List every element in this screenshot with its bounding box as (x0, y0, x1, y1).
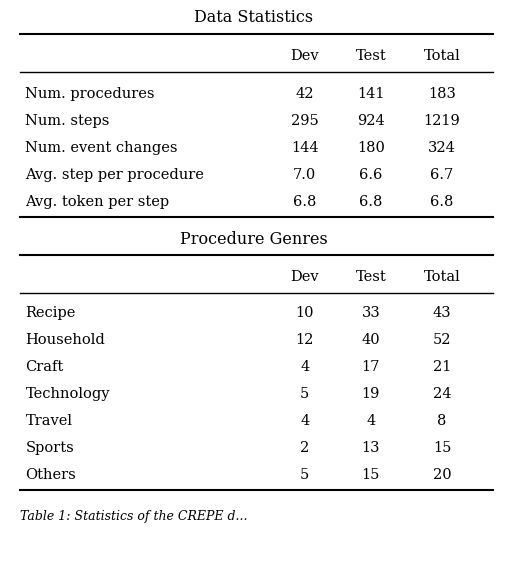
Text: Test: Test (356, 49, 386, 63)
Text: Num. steps: Num. steps (25, 114, 110, 128)
Text: 17: 17 (362, 360, 380, 374)
Text: 33: 33 (362, 306, 380, 320)
Text: 40: 40 (362, 333, 380, 347)
Text: 324: 324 (428, 141, 456, 155)
Text: Total: Total (424, 270, 460, 284)
Text: 4: 4 (366, 414, 375, 428)
Text: 19: 19 (362, 387, 380, 401)
Text: 4: 4 (300, 414, 309, 428)
Text: 183: 183 (428, 87, 456, 101)
Text: Test: Test (356, 270, 386, 284)
Text: 6.6: 6.6 (359, 168, 383, 182)
Text: 24: 24 (433, 387, 451, 401)
Text: Procedure Genres: Procedure Genres (180, 231, 328, 248)
Text: 10: 10 (296, 306, 314, 320)
Text: Recipe: Recipe (25, 306, 76, 320)
Text: Technology: Technology (25, 387, 110, 401)
Text: Avg. step per procedure: Avg. step per procedure (25, 168, 204, 182)
Text: Household: Household (25, 333, 105, 347)
Text: Sports: Sports (25, 441, 74, 455)
Text: 6.8: 6.8 (359, 195, 383, 209)
Text: 12: 12 (296, 333, 314, 347)
Text: 7.0: 7.0 (293, 168, 316, 182)
Text: 42: 42 (296, 87, 314, 101)
Text: 21: 21 (433, 360, 451, 374)
Text: 4: 4 (300, 360, 309, 374)
Text: 2: 2 (300, 441, 309, 455)
Text: 8: 8 (437, 414, 447, 428)
Text: Avg. token per step: Avg. token per step (25, 195, 170, 209)
Text: 6.8: 6.8 (430, 195, 454, 209)
Text: 180: 180 (357, 141, 385, 155)
Text: Craft: Craft (25, 360, 64, 374)
Text: 1219: 1219 (424, 114, 460, 128)
Text: 5: 5 (300, 387, 309, 401)
Text: Data Statistics: Data Statistics (195, 9, 313, 26)
Text: 13: 13 (362, 441, 380, 455)
Text: 6.7: 6.7 (430, 168, 454, 182)
Text: Num. procedures: Num. procedures (25, 87, 155, 101)
Text: 295: 295 (291, 114, 319, 128)
Text: Total: Total (424, 49, 460, 63)
Text: 924: 924 (357, 114, 385, 128)
Text: 52: 52 (433, 333, 451, 347)
Text: 15: 15 (362, 468, 380, 482)
Text: Dev: Dev (291, 270, 319, 284)
Text: Table 1: Statistics of the CREPE d...: Table 1: Statistics of the CREPE d... (20, 510, 248, 523)
Text: 15: 15 (433, 441, 451, 455)
Text: 6.8: 6.8 (293, 195, 316, 209)
Text: Num. event changes: Num. event changes (25, 141, 178, 155)
Text: Others: Others (25, 468, 76, 482)
Text: 20: 20 (433, 468, 451, 482)
Text: Travel: Travel (25, 414, 73, 428)
Text: 5: 5 (300, 468, 309, 482)
Text: 141: 141 (357, 87, 385, 101)
Text: 43: 43 (433, 306, 451, 320)
Text: Dev: Dev (291, 49, 319, 63)
Text: 144: 144 (291, 141, 319, 155)
